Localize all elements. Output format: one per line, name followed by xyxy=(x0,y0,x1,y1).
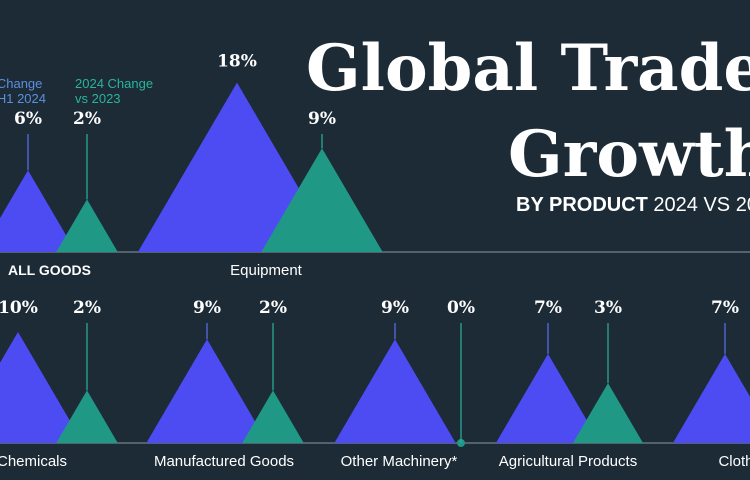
subtitle: BY PRODUCT 2024 VS 2025 xyxy=(516,194,750,216)
category-label: Chemicals xyxy=(0,453,67,470)
category-label: Clothing xyxy=(718,453,750,470)
triangle xyxy=(334,339,456,443)
value-label: 9% xyxy=(193,298,221,318)
category-label: Equipment xyxy=(230,262,303,279)
triangle xyxy=(261,148,383,252)
triangle xyxy=(672,353,750,443)
category-label: ALL GOODS xyxy=(8,262,91,278)
triangle xyxy=(56,390,118,443)
legend-entry: 2024 Change vs 2023 xyxy=(75,76,157,106)
triangle xyxy=(56,199,118,252)
value-label: 6% xyxy=(14,109,42,129)
triangle xyxy=(495,353,601,443)
value-label: 7% xyxy=(534,298,562,318)
triangle xyxy=(0,332,83,443)
chart-title: Global Trade Growth xyxy=(306,31,750,192)
triangle xyxy=(146,339,268,443)
value-label: 0% xyxy=(447,298,475,318)
value-label: 10% xyxy=(0,298,38,318)
value-label: 18% xyxy=(217,52,257,72)
value-label: 2% xyxy=(73,109,101,129)
value-label: 2% xyxy=(73,298,101,318)
value-label: 2% xyxy=(259,298,287,318)
value-label: 7% xyxy=(711,298,739,318)
value-label: 9% xyxy=(381,298,409,318)
value-label: 9% xyxy=(308,109,336,129)
triangle xyxy=(572,383,644,443)
triangle xyxy=(0,170,76,252)
category-label: Other Machinery* xyxy=(341,453,458,470)
legend-entry: H1 2025 Change vs H1 2024 xyxy=(0,76,46,106)
triangle xyxy=(242,390,304,443)
category-label: Manufactured Goods xyxy=(154,453,294,470)
value-label: 3% xyxy=(594,298,622,318)
category-label: Agricultural Products xyxy=(499,453,637,470)
